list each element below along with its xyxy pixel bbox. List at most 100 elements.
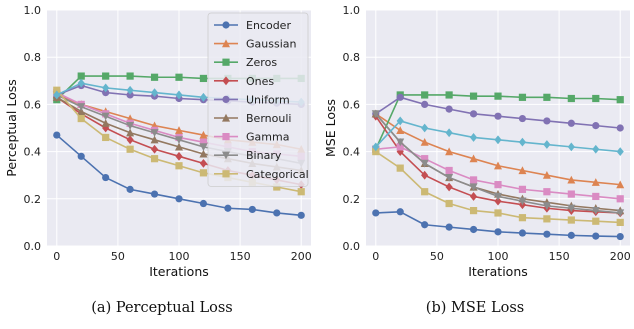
legend-item: Gaussian	[214, 38, 296, 51]
data-point	[567, 175, 576, 184]
data-point	[175, 142, 183, 151]
data-point	[421, 155, 429, 163]
data-point	[494, 196, 502, 206]
data-point	[542, 202, 551, 211]
data-point	[421, 100, 429, 108]
data-point	[518, 114, 527, 123]
data-point	[567, 119, 575, 127]
data-point	[445, 147, 454, 156]
legend: Encoder Gaussian Zeros Ones Uniform Bernouli G…	[207, 12, 309, 187]
data-point	[150, 129, 159, 137]
data-point	[542, 171, 551, 179]
data-point	[421, 123, 429, 133]
data-point	[199, 130, 208, 139]
data-point	[616, 124, 624, 132]
y-tick-label: 0.6	[24, 98, 42, 111]
data-point	[469, 133, 478, 142]
legend-marker	[222, 76, 230, 86]
data-point	[445, 166, 453, 175]
data-point	[396, 138, 405, 147]
series-encoder	[53, 131, 305, 219]
data-point	[126, 135, 134, 145]
data-point	[150, 155, 159, 163]
series-binary	[371, 110, 625, 218]
data-point	[469, 192, 478, 201]
data-point	[567, 94, 575, 103]
legend-item: Zeros	[214, 56, 277, 69]
legend-marker	[222, 151, 230, 160]
data-point	[175, 126, 183, 134]
data-point	[175, 162, 183, 170]
data-point	[494, 112, 502, 120]
data-point	[445, 128, 453, 138]
y-tick-label: 1.0	[343, 4, 361, 17]
data-point	[199, 169, 208, 177]
x-tick-label: 150	[230, 250, 251, 263]
data-point	[102, 72, 110, 80]
y-tick-label: 0.0	[343, 240, 361, 253]
y-axis-label: MSE Loss	[323, 99, 338, 157]
x-tick-label: 150	[549, 250, 570, 263]
x-tick-label: 200	[291, 250, 312, 263]
data-point	[420, 137, 429, 146]
x-tick-label: 100	[488, 250, 509, 263]
data-point	[616, 232, 624, 241]
legend-label: Uniform	[246, 93, 290, 106]
data-point	[445, 91, 453, 99]
data-point	[199, 92, 208, 102]
data-point	[592, 122, 600, 130]
x-tick-label: 50	[430, 250, 444, 263]
data-point	[494, 209, 502, 217]
legend-marker	[222, 113, 230, 122]
data-point	[592, 217, 600, 225]
data-point	[469, 183, 478, 192]
data-point	[616, 147, 624, 156]
legend-label: Gamma	[246, 131, 289, 144]
data-point	[421, 170, 429, 180]
data-point	[150, 144, 159, 154]
data-point	[518, 137, 527, 147]
data-point	[592, 232, 600, 240]
data-point	[445, 182, 453, 192]
y-tick-label: 0.4	[24, 146, 42, 159]
y-tick-label: 0.0	[24, 240, 42, 253]
data-point	[273, 183, 281, 191]
legend-label: Zeros	[246, 56, 277, 69]
data-point	[77, 107, 86, 116]
legend-label: Binary	[246, 149, 282, 162]
legend-label: Categorical	[246, 168, 309, 181]
data-point	[199, 138, 208, 146]
legend-marker	[222, 170, 230, 178]
data-point	[372, 142, 380, 152]
legend-label: Gaussian	[246, 38, 296, 51]
data-point	[543, 188, 551, 196]
legend-item: Ones	[214, 75, 274, 88]
data-point	[372, 209, 380, 217]
data-point	[469, 225, 478, 234]
data-point	[543, 117, 551, 125]
legend-item: Binary	[214, 149, 282, 162]
data-point	[591, 178, 600, 186]
data-point	[175, 73, 183, 81]
data-point	[102, 89, 110, 97]
data-point	[469, 176, 478, 184]
data-point	[126, 91, 134, 99]
series-uniform	[372, 93, 624, 132]
series-gaussian	[371, 109, 625, 189]
data-point	[77, 152, 85, 160]
data-point	[420, 159, 429, 168]
x-axis-label: Iterations	[149, 264, 209, 279]
legend-label: Encoder	[246, 19, 291, 32]
x-tick-label: 0	[53, 250, 60, 263]
panel-caption: (a) Perceptual Loss	[91, 300, 232, 316]
data-point	[126, 128, 135, 137]
data-point	[518, 166, 527, 175]
y-tick-label: 1.0	[24, 4, 42, 17]
data-point	[199, 199, 208, 208]
data-point	[371, 110, 380, 119]
data-point	[372, 148, 380, 156]
data-point	[592, 94, 600, 103]
data-point	[396, 126, 405, 134]
x-tick-label: 200	[610, 250, 631, 263]
legend-item: Categorical	[214, 168, 309, 181]
